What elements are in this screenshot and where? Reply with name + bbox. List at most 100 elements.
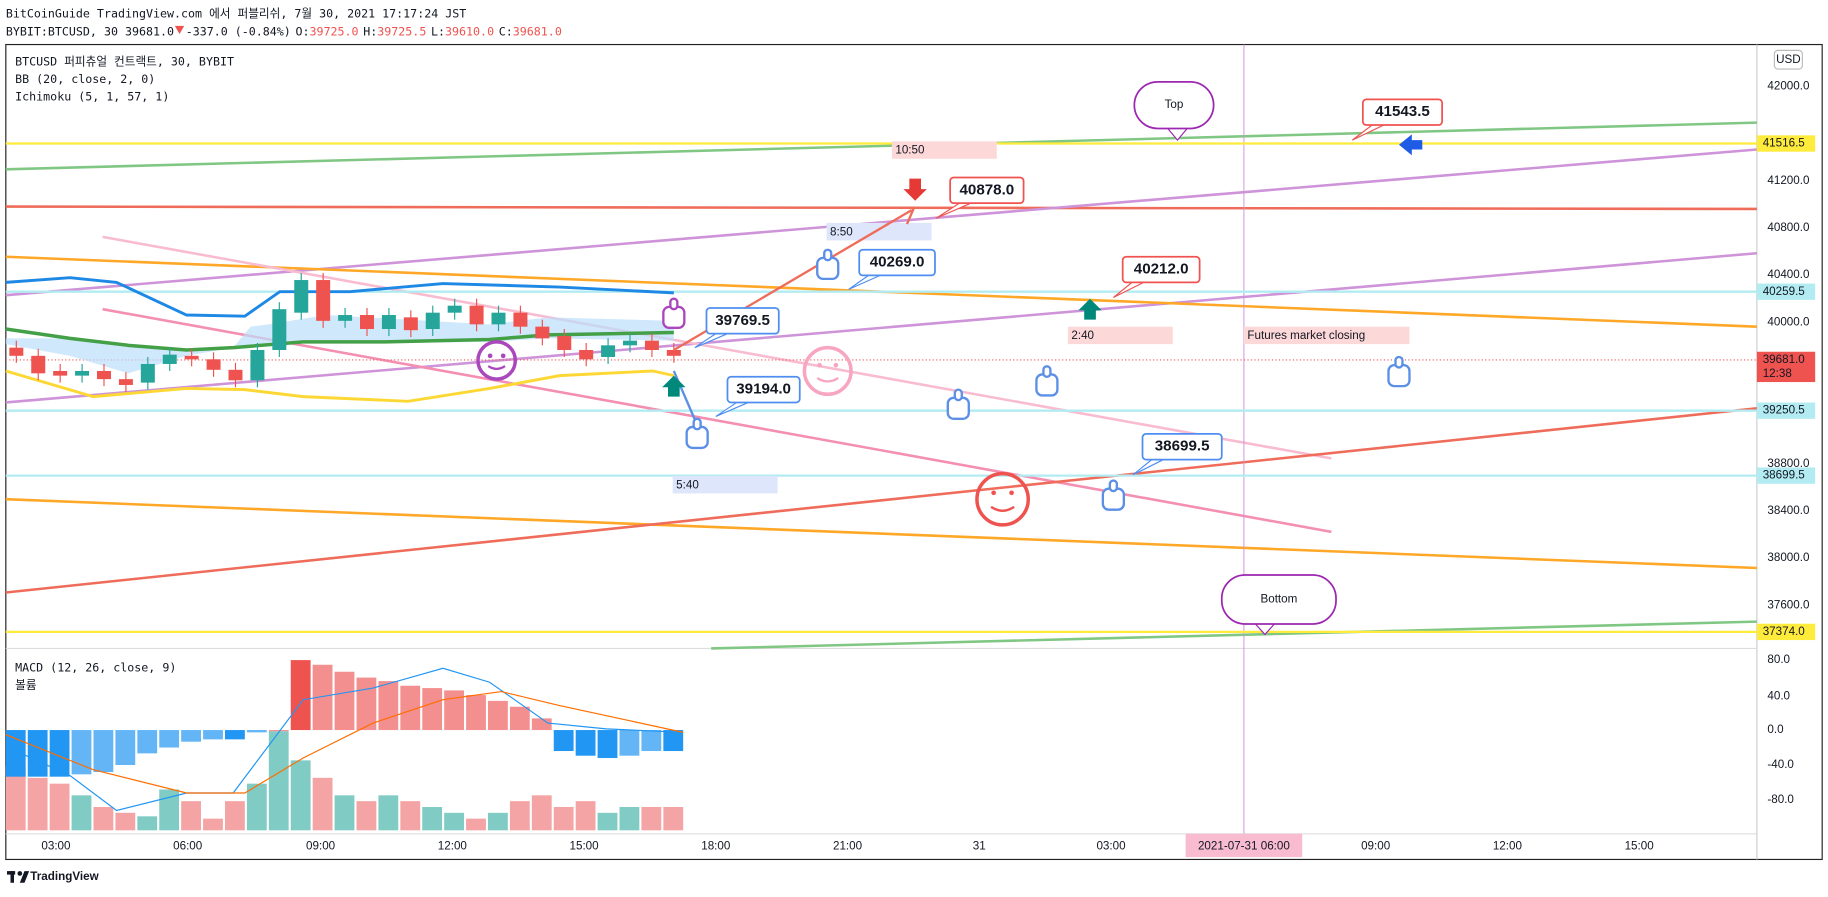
- macd-hist: [49, 730, 70, 777]
- macd-hist: [553, 730, 574, 752]
- trend-line: [5, 251, 1757, 404]
- candle: [557, 335, 572, 350]
- volume-bar: [225, 801, 245, 831]
- time-box: [826, 222, 932, 241]
- macd-hist: [356, 677, 377, 731]
- candle: [96, 370, 111, 380]
- up-arrow: [662, 375, 686, 397]
- time-box-label: 10:50: [895, 144, 925, 157]
- emoji-eye: [833, 362, 839, 368]
- macd-hist: [312, 664, 333, 731]
- left-arrow: [1398, 134, 1423, 156]
- footer-logo: TradingView: [30, 870, 99, 883]
- o-label: O:: [295, 24, 309, 38]
- macd-hist: [93, 730, 114, 773]
- candle: [425, 312, 440, 330]
- time-tick: 09:00: [1361, 840, 1391, 853]
- price-tick: 38000.0: [1767, 551, 1810, 564]
- change: -337.0 (-0.84%): [186, 24, 291, 38]
- candle: [272, 309, 287, 350]
- macd-line: [5, 667, 684, 812]
- macd-tick: -40.0: [1767, 758, 1794, 771]
- time-box-label: 5:40: [676, 478, 699, 491]
- time-box-label: 8:50: [830, 225, 853, 238]
- callout-pointer: [1132, 459, 1164, 476]
- candle: [623, 340, 638, 346]
- price-tick: 38400.0: [1767, 504, 1810, 517]
- macd-hist: [334, 671, 355, 731]
- volume-bar: [5, 766, 26, 831]
- macd-hist: [115, 730, 136, 766]
- callout-label: 39194.0: [736, 381, 791, 398]
- signal-line: [5, 690, 684, 794]
- volume-bar: [575, 801, 596, 831]
- volume-bar: [663, 806, 684, 831]
- volume-bar: [422, 806, 443, 831]
- arrow-head: [895, 206, 916, 225]
- candle: [53, 370, 68, 376]
- bubble-label: Top: [1165, 98, 1184, 111]
- volume-bar: [246, 783, 267, 831]
- down-arrow: [903, 178, 927, 201]
- time-tick: 06:00: [173, 840, 203, 853]
- macd-hist: [246, 730, 267, 733]
- up-arrow: [1078, 298, 1102, 320]
- time-tick: 09:00: [306, 840, 336, 853]
- macd-hist: [378, 681, 399, 731]
- h-value: 39725.5: [377, 24, 426, 38]
- volume-bar: [641, 806, 662, 831]
- volume-bar: [159, 789, 180, 831]
- macd-hist: [597, 730, 618, 759]
- callout-label: 38699.5: [1155, 438, 1210, 455]
- header-line: BitCoinGuide TradingView.com 에서 퍼블리쉬, 7월…: [6, 7, 466, 21]
- trend-line: [711, 620, 1757, 650]
- candle: [535, 326, 550, 339]
- emoji-eye: [817, 362, 822, 368]
- callout-box: [949, 176, 1025, 204]
- emoji-mouth: [487, 365, 506, 371]
- emoji-eye: [991, 490, 996, 496]
- time-box: [1067, 326, 1173, 345]
- bubble-tail: [1165, 125, 1190, 142]
- emoji: [802, 345, 853, 397]
- symbol: BYBIT:BTCUSD, 30 39681.0: [6, 24, 174, 38]
- price-tick: 40800.0: [1767, 221, 1810, 234]
- trend-line: [5, 121, 1757, 171]
- candle: [118, 379, 133, 385]
- trend-line: [5, 497, 1757, 570]
- bb-lower: [5, 369, 675, 403]
- volume-bar: [203, 818, 223, 831]
- macd-hist: [509, 706, 530, 731]
- candle: [294, 280, 309, 313]
- time-cursor-box: [1185, 833, 1303, 858]
- time-box: [672, 475, 778, 494]
- macd-tick: 80.0: [1767, 653, 1790, 666]
- volume-bar: [71, 795, 92, 831]
- macd-hist: [159, 730, 180, 748]
- candle: [447, 305, 462, 313]
- candle: [206, 359, 221, 370]
- candle: [228, 369, 243, 381]
- emoji: [476, 340, 518, 381]
- candle: [316, 280, 331, 321]
- macd-hist: [422, 688, 443, 731]
- time-tick: 03:00: [41, 840, 71, 853]
- price-label-box: [1756, 623, 1816, 641]
- price-label-box: [1756, 135, 1816, 152]
- l-label: L:: [431, 24, 445, 38]
- callout-label: 40212.0: [1134, 261, 1189, 278]
- currency-box[interactable]: [1773, 49, 1803, 70]
- volume-bar: [444, 812, 464, 831]
- price-label-box: [1756, 467, 1816, 484]
- price-tick: 40000.0: [1767, 315, 1810, 328]
- macd-hist: [466, 695, 486, 731]
- trend-line: [5, 407, 1758, 594]
- volume-bar: [619, 806, 640, 831]
- volume-bar: [312, 777, 333, 831]
- time-tick: 31: [973, 840, 986, 853]
- price-tick: 40400.0: [1767, 268, 1810, 281]
- hand-finger: [823, 248, 833, 262]
- callout-pointer: [935, 202, 972, 219]
- emoji-mouth: [990, 505, 1015, 512]
- emoji-eye: [500, 353, 506, 359]
